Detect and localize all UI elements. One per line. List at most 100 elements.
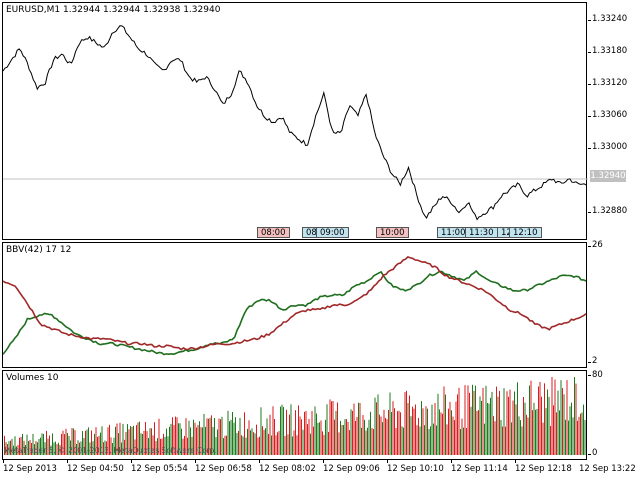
volume-bar <box>538 386 539 455</box>
volume-bar <box>160 438 161 455</box>
volume-bar <box>397 411 398 455</box>
volume-bar <box>74 430 76 455</box>
volume-bar <box>253 432 254 455</box>
volume-bar <box>62 430 64 455</box>
volume-bar <box>119 422 121 455</box>
volume-bar <box>511 422 512 455</box>
volume-bar <box>382 422 383 455</box>
bbv-indicator-pane[interactable]: BBV(42) 17 12 <box>2 242 587 368</box>
volume-bar <box>476 411 478 455</box>
volume-bar <box>133 425 134 455</box>
volume-bar <box>412 406 413 455</box>
volume-bar <box>218 418 220 455</box>
volume-bar <box>389 392 391 455</box>
volume-bar <box>461 418 463 455</box>
volume-bar <box>320 420 322 455</box>
volume-bar <box>577 420 578 455</box>
volume-bar <box>580 413 581 455</box>
volume-bar <box>535 409 536 455</box>
bbv-pane-title: BBV(42) 17 12 <box>6 245 72 255</box>
volume-bar <box>421 401 422 455</box>
volume-bar <box>572 417 574 455</box>
volume-bar <box>583 404 584 455</box>
volume-bar <box>185 418 187 455</box>
bbv-axis[interactable]: 26 2 <box>588 240 640 368</box>
volume-bar <box>161 438 163 455</box>
volume-bar <box>415 404 416 455</box>
volume-bar <box>455 401 457 455</box>
volume-bar <box>79 442 80 455</box>
volume-bar <box>32 433 34 455</box>
price-axis[interactable]: 1.33240 1.33180 1.33120 1.33060 1.33000 … <box>588 2 640 240</box>
volume-bar <box>196 427 197 455</box>
volume-bar <box>475 385 476 455</box>
volume-bar <box>16 446 17 455</box>
volume-bar <box>107 427 109 455</box>
volume-bar <box>299 416 301 455</box>
volume-bar <box>445 394 446 455</box>
volume-bar <box>245 437 247 455</box>
volume-bar <box>118 433 119 455</box>
volume-bar <box>464 385 466 455</box>
volume-bar <box>289 414 290 455</box>
volume-bar <box>350 409 352 455</box>
volume-bar <box>584 420 586 455</box>
volume-bar <box>443 386 445 455</box>
time-tick-label: 12 Sep 2013 <box>3 464 57 474</box>
volume-bar <box>467 385 469 455</box>
volume-bar <box>67 432 68 455</box>
volume-pane[interactable]: Volumes 10 <box>2 370 587 460</box>
volume-bar <box>113 437 115 455</box>
volume-bar <box>7 444 8 455</box>
volume-bar <box>448 408 449 455</box>
volume-bar <box>95 427 97 455</box>
volume-bar <box>190 427 191 455</box>
volume-bar <box>172 417 173 455</box>
volume-bar <box>451 410 452 455</box>
volume-bar <box>139 421 140 455</box>
volume-bar <box>89 442 91 455</box>
volume-bar <box>215 437 217 455</box>
volume-bar <box>541 396 542 455</box>
volume-bar <box>70 440 71 455</box>
volume-bar <box>422 408 424 455</box>
volume-bar <box>110 437 112 455</box>
price-tick-label: 1.33180 <box>592 46 628 56</box>
volume-bar <box>68 435 70 455</box>
volume-bar <box>86 429 88 455</box>
volume-bar <box>229 421 230 455</box>
volume-bar <box>575 383 577 455</box>
volume-bar <box>305 410 307 455</box>
volume-bar <box>392 401 394 455</box>
volume-bar <box>256 424 257 455</box>
volume-bar <box>140 433 142 455</box>
session-marker[interactable]: 11:30 <box>465 227 498 238</box>
volume-bar <box>374 397 376 455</box>
session-marker[interactable]: 12:10 <box>509 227 542 238</box>
price-chart-pane[interactable]: EURUSD,M1 1.32944 1.32944 1.32938 1.3294… <box>2 2 588 240</box>
session-marker[interactable]: 08:00 <box>257 227 290 238</box>
volume-bar <box>520 420 521 455</box>
volume-bar <box>434 403 436 455</box>
volume-bar <box>298 405 299 455</box>
volume-bar <box>428 429 430 455</box>
session-marker[interactable]: 09:00 <box>316 227 349 238</box>
volume-axis[interactable]: 80 0 <box>588 370 640 460</box>
volume-pane-title: Volumes 10 <box>6 373 59 383</box>
volume-bar <box>367 427 368 455</box>
time-tick-label: 12 Sep 04:50 <box>67 464 124 474</box>
volume-bar <box>460 429 461 455</box>
volume-bar <box>515 404 517 455</box>
volume-bar <box>56 444 58 455</box>
volume-bar <box>404 392 406 455</box>
volume-bar <box>406 390 407 455</box>
volume-bar <box>11 438 13 455</box>
volume-bar <box>203 413 205 455</box>
volume-bar <box>427 408 428 455</box>
volume-bar <box>452 416 454 455</box>
volume-bar <box>29 439 31 455</box>
volume-bar <box>565 419 566 455</box>
session-marker[interactable]: 10:00 <box>376 227 409 238</box>
volume-bar <box>440 412 442 455</box>
time-axis[interactable]: 12 Sep 2013 12 Sep 04:50 12 Sep 05:54 12… <box>0 460 640 480</box>
